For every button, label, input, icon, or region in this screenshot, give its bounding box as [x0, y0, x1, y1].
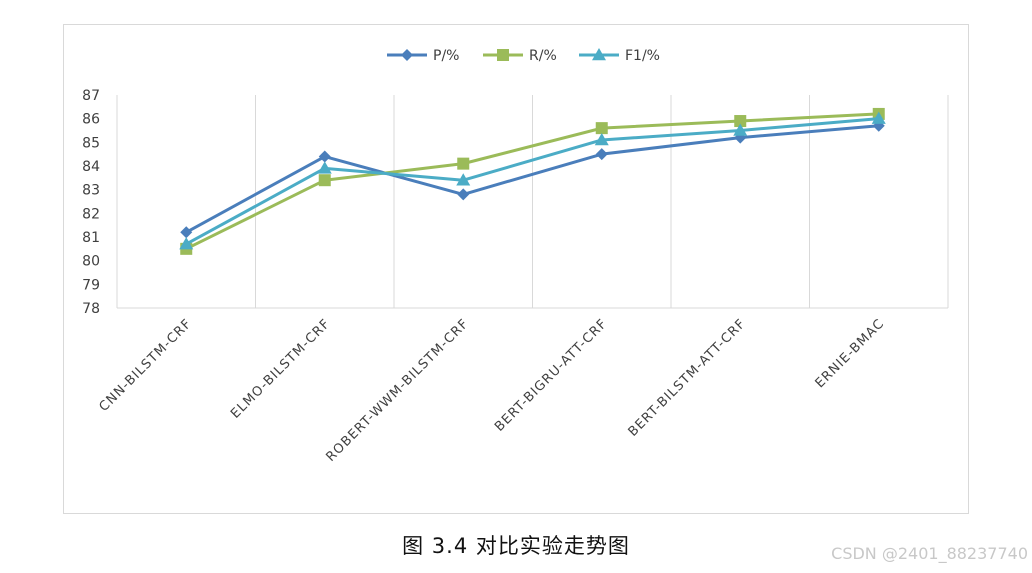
watermark: CSDN @2401_88237740 — [831, 544, 1028, 563]
x-tick-label: BERT-BILSTM-ATT-CRF — [626, 316, 749, 439]
legend-item-r: R/% — [483, 48, 557, 64]
data-point-p — [457, 188, 470, 201]
legend-marker — [592, 48, 606, 61]
legend-marker — [401, 49, 413, 61]
data-point-r — [595, 122, 608, 135]
y-tick-label: 78 — [82, 301, 100, 317]
data-point-p — [595, 148, 608, 161]
series-line-p — [185, 124, 879, 234]
chart-frame: 78 79 80 81 82 83 84 85 86 87 CNN-BILSTM-CRF ELMO-B… — [63, 24, 969, 514]
data-point-p — [180, 226, 193, 239]
data-point-f1 — [317, 161, 332, 174]
data-point-p — [318, 150, 331, 163]
x-tick-label: ERNIE-BMAC — [813, 316, 888, 391]
axes: 78 79 80 81 82 83 84 85 86 87 CNN-BILSTM-CRF ELMO-B… — [82, 88, 948, 465]
data-point-f1 — [179, 237, 194, 250]
legend: P/% R/% F1/% — [387, 48, 660, 64]
legend-label: F1/% — [625, 48, 660, 64]
legend-label: P/% — [433, 48, 459, 64]
series-layer — [179, 107, 886, 255]
data-point-r — [318, 174, 331, 187]
data-point-f1 — [594, 132, 609, 146]
y-tick-label: 84 — [82, 159, 100, 175]
legend-item-p: P/% — [387, 48, 459, 64]
data-point-r — [734, 115, 747, 128]
legend-item-f1: F1/% — [579, 48, 660, 64]
y-tick-label: 87 — [82, 88, 100, 104]
data-point-f1 — [456, 173, 471, 186]
series-line-f1 — [185, 117, 879, 246]
y-tick-label: 80 — [82, 254, 100, 270]
y-tick-label: 82 — [82, 206, 100, 222]
line-chart: 78 79 80 81 82 83 84 85 86 87 CNN-BILSTM-CRF ELMO-B… — [82, 48, 949, 465]
y-tick-label: 79 — [82, 277, 100, 293]
x-tick-label: ELMO-BILSTM-CRF — [228, 316, 333, 421]
figure-caption: 图 3.4 对比实验走势图 — [402, 534, 630, 558]
y-tick-label: 81 — [82, 230, 100, 246]
y-tick-label: 86 — [82, 112, 100, 128]
x-tick-label: CNN-BILSTM-CRF — [96, 316, 195, 415]
data-point-f1 — [733, 123, 748, 136]
y-tick-label: 85 — [82, 135, 100, 151]
legend-marker — [497, 49, 509, 61]
series-line-r — [185, 112, 879, 251]
data-point-f1 — [871, 111, 886, 124]
x-tick-label: BERT-BIGRU-ATT-CRF — [492, 316, 611, 435]
y-tick-label: 83 — [82, 183, 100, 199]
x-tick-label: ROBERT-WWM-BILSTM-CRF — [323, 316, 472, 465]
legend-label: R/% — [529, 48, 557, 64]
data-point-r — [457, 157, 470, 170]
